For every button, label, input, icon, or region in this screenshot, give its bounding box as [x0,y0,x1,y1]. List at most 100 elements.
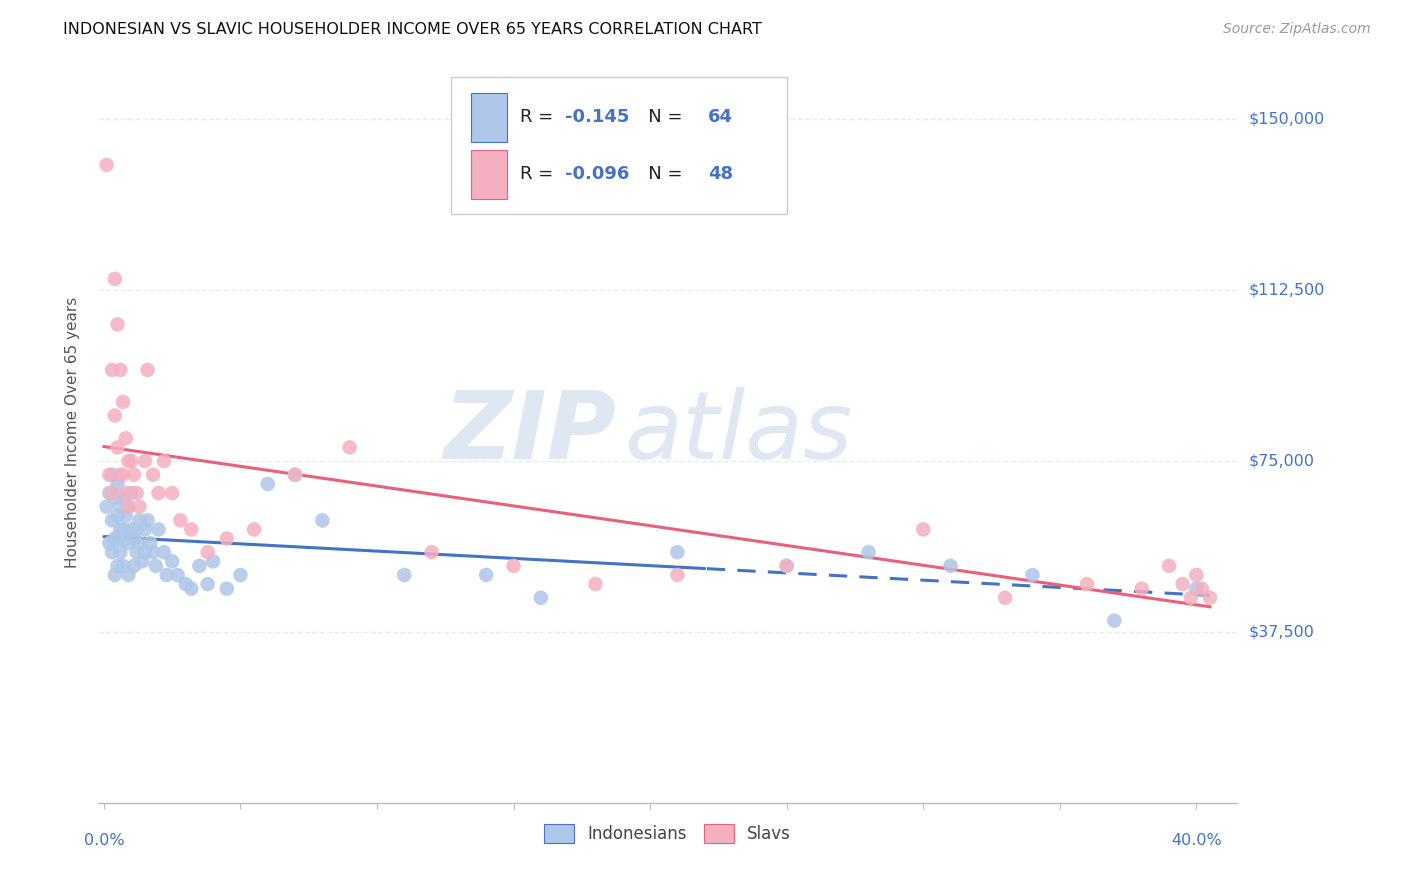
Point [1180,591,1202,605]
Point [243,523,266,537]
Point [134,454,156,468]
Point [117,500,139,514]
Point [174,577,197,591]
Point [136,363,159,377]
Point [98,486,121,500]
Point [1185,568,1208,582]
Point [180,582,202,596]
Point [180,523,202,537]
Point [215,582,238,596]
Point [117,454,139,468]
Point [104,409,127,423]
Point [256,476,278,491]
Text: $75,000: $75,000 [1249,454,1315,468]
Point [145,558,167,573]
Point [202,554,225,568]
FancyBboxPatch shape [451,78,787,214]
Point [98,467,121,482]
Point [1199,591,1222,605]
FancyBboxPatch shape [471,150,508,199]
Text: $37,500: $37,500 [1249,624,1315,640]
Point [197,545,219,559]
Text: 48: 48 [707,165,733,183]
Point [128,536,150,550]
Point [107,318,129,332]
Point [136,513,159,527]
Point [111,523,134,537]
Point [858,545,880,559]
Point [169,513,191,527]
Point [101,486,124,500]
Point [107,508,129,523]
Point [775,558,797,573]
Point [1130,582,1153,596]
Point [117,500,139,514]
Point [122,467,145,482]
Point [101,467,124,482]
Point [96,500,118,514]
Point [131,554,153,568]
Point [585,577,607,591]
Point [166,568,188,582]
Point [114,532,136,546]
Point [104,568,127,582]
Point [1171,577,1194,591]
Point [142,545,165,559]
Point [128,513,150,527]
Point [104,491,127,505]
Text: $112,500: $112,500 [1249,283,1324,298]
Point [128,500,150,514]
Text: $150,000: $150,000 [1249,112,1324,127]
Point [110,500,132,514]
Point [125,545,148,559]
Legend: Indonesians, Slavs: Indonesians, Slavs [538,817,797,850]
Point [117,568,139,582]
Text: R =: R = [520,108,558,127]
Point [666,545,689,559]
Point [153,545,176,559]
Point [530,591,553,605]
Point [114,486,136,500]
Point [139,536,162,550]
Point [475,568,498,582]
Text: N =: N = [631,108,689,127]
Point [420,545,443,559]
Point [101,545,124,559]
Point [912,523,935,537]
Point [104,272,127,286]
Point [229,568,252,582]
Text: 64: 64 [707,108,733,127]
Point [1191,582,1213,596]
Point [122,532,145,546]
Point [142,467,165,482]
Point [122,558,145,573]
Text: Source: ZipAtlas.com: Source: ZipAtlas.com [1223,22,1371,37]
Point [160,554,183,568]
Point [994,591,1017,605]
Point [110,523,132,537]
Point [148,486,170,500]
Text: 0.0%: 0.0% [83,833,124,848]
Point [394,568,416,582]
Point [120,523,142,537]
Point [215,532,238,546]
Point [114,431,136,445]
Point [188,558,211,573]
Point [134,545,156,559]
Point [107,558,129,573]
Point [120,486,142,500]
Text: ZIP: ZIP [444,386,617,479]
Point [111,491,134,505]
Point [311,513,333,527]
Point [111,558,134,573]
Point [107,441,129,455]
Point [1076,577,1098,591]
Point [98,536,121,550]
Text: N =: N = [631,165,689,183]
Point [284,467,307,482]
Point [1185,582,1208,596]
Point [96,158,118,172]
Point [939,558,962,573]
Point [156,568,179,582]
Point [666,568,689,582]
